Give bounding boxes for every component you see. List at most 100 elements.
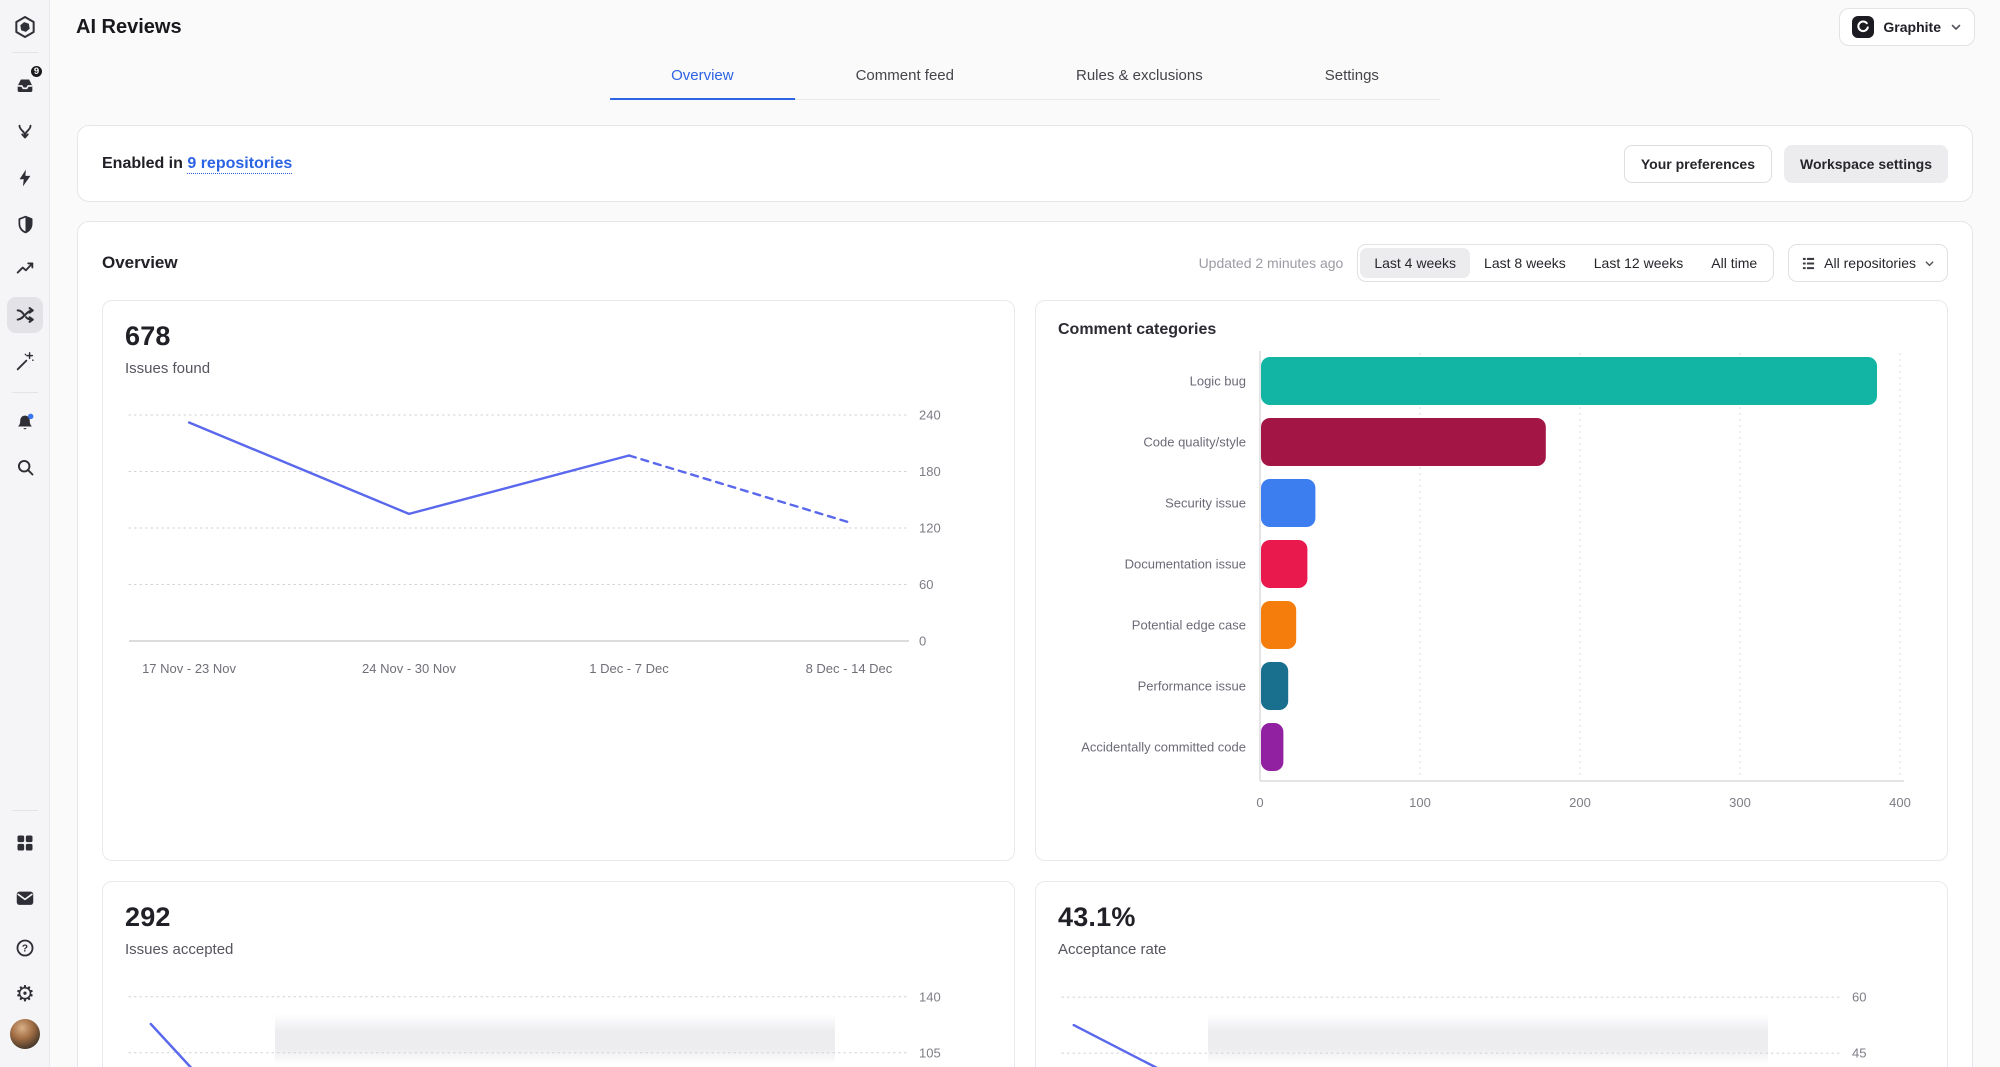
workspace-switcher[interactable]: Graphite [1839, 8, 1975, 46]
range-all-time[interactable]: All time [1711, 255, 1758, 271]
time-range-selector: Last 4 weeks Last 8 weeks Last 12 weeks … [1357, 244, 1775, 282]
sidebar-item-flash[interactable] [7, 160, 43, 196]
sidebar-item-profile[interactable] [7, 1016, 43, 1052]
issues-accepted-card: 292 Issues accepted 140 105 [102, 881, 1015, 1067]
svg-text:240: 240 [919, 408, 941, 423]
svg-text:1 Dec - 7 Dec: 1 Dec - 7 Dec [589, 661, 669, 676]
overview-panel: Overview Updated 2 minutes ago Last 4 we… [77, 221, 1973, 1067]
trend-chart-icon [16, 262, 34, 274]
enabled-banner: Enabled in 9 repositories Your preferenc… [77, 125, 1973, 202]
sidebar-item-apps[interactable] [7, 825, 43, 861]
svg-text:24 Nov - 30 Nov: 24 Nov - 30 Nov [362, 661, 456, 676]
tab-settings[interactable]: Settings [1324, 67, 1379, 84]
svg-text:0: 0 [1256, 795, 1263, 810]
overview-header: Overview Updated 2 minutes ago Last 4 we… [102, 244, 1948, 282]
sidebar-item-wand[interactable] [7, 344, 43, 380]
tab-comment-feed[interactable]: Comment feed [855, 67, 954, 84]
sidebar-item-help[interactable]: ? [7, 930, 43, 966]
sidebar-item-inbox[interactable]: 9 [7, 64, 44, 103]
svg-text:105: 105 [919, 1045, 941, 1060]
help-icon: ? [16, 939, 34, 957]
issues-accepted-label: Issues accepted [125, 941, 234, 958]
comment-categories-chart: 0 100 200 300 400 Logic bug Code quality/style… [1058, 351, 1925, 826]
sidebar-item-notifications[interactable] [7, 405, 43, 441]
tab-rules-exclusions[interactable]: Rules & exclusions [1075, 67, 1203, 84]
bell-icon [18, 413, 34, 430]
search-icon [17, 459, 33, 475]
graphite-logo[interactable] [7, 9, 43, 45]
svg-text:100: 100 [1409, 795, 1431, 810]
svg-text:17 Nov - 23 Nov: 17 Nov - 23 Nov [142, 661, 236, 676]
overview-heading: Overview [102, 253, 178, 272]
mail-icon [16, 891, 34, 905]
inbox-icon [17, 79, 33, 92]
sidebar-divider [12, 810, 38, 811]
sidebar: 9 [0, 0, 50, 1067]
workspace-settings-button[interactable]: Workspace settings [1783, 144, 1948, 183]
enabled-text: Enabled in 9 repositories [102, 155, 292, 173]
svg-text:400: 400 [1889, 795, 1911, 810]
merge-icon [18, 124, 32, 139]
inbox-badge: 9 [29, 64, 44, 79]
ai-reviews-shuffle-icon [16, 307, 34, 323]
repository-filter[interactable]: All repositories [1788, 244, 1948, 282]
svg-text:60: 60 [919, 577, 933, 592]
svg-text:120: 120 [919, 521, 941, 536]
acceptance-rate-value: 43.1% [1058, 902, 1136, 932]
acceptance-rate-chart: 60 45 [1058, 984, 1925, 1067]
chevron-down-icon [1951, 24, 1961, 30]
issues-accepted-chart: 140 105 [125, 984, 992, 1067]
main-content: AI Reviews Overview Comment feed Rules &… [50, 0, 2000, 1067]
svg-text:Logic bug: Logic bug [1190, 374, 1246, 389]
page-title: AI Reviews [76, 16, 182, 38]
sidebar-item-merge[interactable] [7, 115, 43, 151]
sidebar-item-ai-reviews[interactable] [7, 297, 43, 333]
enabled-prefix: Enabled in [102, 154, 188, 172]
svg-text:0: 0 [919, 634, 926, 649]
sidebar-item-insights[interactable] [7, 250, 43, 286]
svg-text:300: 300 [1729, 795, 1751, 810]
comment-categories-title: Comment categories [1058, 321, 1217, 338]
issues-accepted-value: 292 [125, 902, 171, 932]
svg-text:Accidentally committed code: Accidentally committed code [1081, 740, 1246, 755]
notification-dot [27, 413, 34, 420]
topbar: AI Reviews Overview Comment feed Rules &… [50, 0, 2000, 100]
comment-categories-card: Comment categories 0 100 200 300 400 Logic bu… [1035, 300, 1948, 861]
svg-text:Potential edge case: Potential edge case [1132, 618, 1246, 633]
svg-text:Code quality/style: Code quality/style [1143, 435, 1246, 450]
svg-text:8 Dec - 14 Dec: 8 Dec - 14 Dec [806, 661, 893, 676]
banner-actions: Your preferences Workspace settings [1623, 144, 1948, 183]
sidebar-item-mail[interactable] [7, 880, 43, 916]
svg-text:60: 60 [1852, 990, 1866, 1005]
svg-text:45: 45 [1852, 1046, 1866, 1061]
sidebar-divider [12, 392, 38, 393]
settings-gear-icon: ⚙ [15, 981, 35, 1006]
svg-text:?: ? [22, 944, 28, 955]
svg-text:Security issue: Security issue [1165, 496, 1246, 511]
repositories-link[interactable]: 9 repositories [187, 154, 293, 172]
svg-text:Performance issue: Performance issue [1138, 679, 1246, 694]
tab-overview[interactable]: Overview [610, 67, 795, 100]
range-last-4-weeks[interactable]: Last 4 weeks [1360, 248, 1471, 278]
acceptance-rate-card: 43.1% Acceptance rate 60 45 [1035, 881, 1948, 1067]
tab-bar: Overview Comment feed Rules & exclusions… [610, 67, 1440, 100]
sidebar-item-shield[interactable] [7, 206, 43, 242]
repo-list-icon [1803, 257, 1815, 269]
avatar [10, 1019, 40, 1049]
repository-filter-label: All repositories [1824, 255, 1916, 271]
graphite-logo-icon [15, 16, 35, 38]
issues-found-value: 678 [125, 321, 171, 351]
overview-controls: Updated 2 minutes ago Last 4 weeks Last … [1199, 244, 1948, 282]
workspace-logo-icon [1852, 16, 1875, 38]
range-last-8-weeks[interactable]: Last 8 weeks [1484, 255, 1566, 271]
apps-grid-icon [17, 835, 33, 851]
your-preferences-button[interactable]: Your preferences [1623, 144, 1772, 183]
sidebar-item-search[interactable] [7, 449, 43, 485]
stats-grid: 678 Issues found 240 180 120 60 0 17 Nov - 23… [102, 300, 1948, 1067]
shield-icon [18, 215, 32, 233]
svg-text:Documentation issue: Documentation issue [1125, 557, 1246, 572]
chevron-down-icon [1925, 260, 1934, 266]
magic-wand-icon [16, 352, 34, 371]
sidebar-item-settings[interactable]: ⚙ [7, 976, 43, 1012]
range-last-12-weeks[interactable]: Last 12 weeks [1593, 255, 1684, 271]
